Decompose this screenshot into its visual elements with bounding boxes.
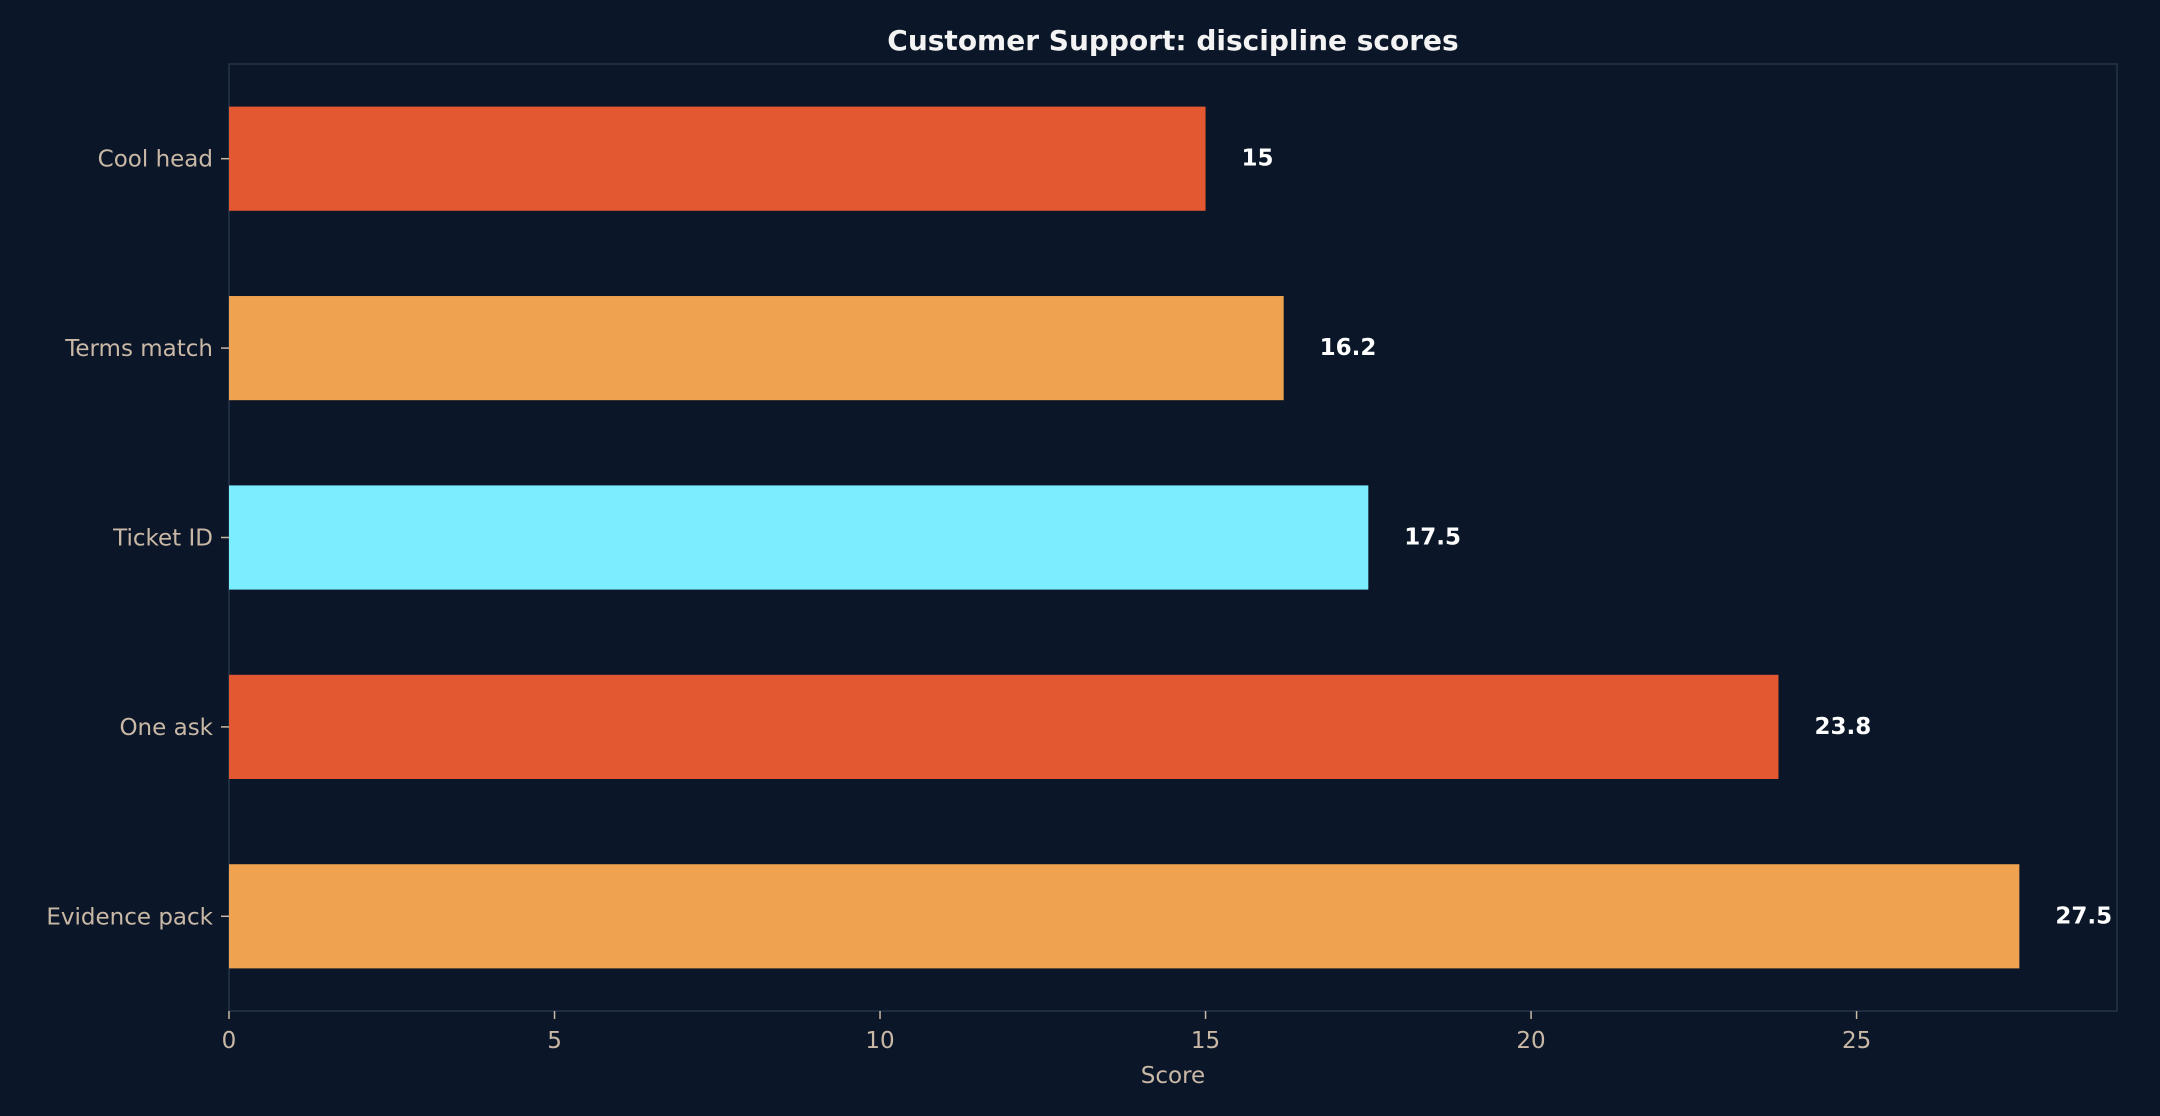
bars-group <box>229 106 2020 969</box>
x-tick-label: 5 <box>547 1028 562 1054</box>
bar-ticket-id <box>229 485 1369 590</box>
category-label: Evidence pack <box>46 904 213 930</box>
x-tick-label: 0 <box>222 1028 237 1054</box>
bar-terms-match <box>229 296 1284 401</box>
bar-cool-head <box>229 106 1206 211</box>
category-label: One ask <box>119 715 213 741</box>
x-tick-label: 25 <box>1842 1028 1871 1054</box>
bar-evidence-pack <box>229 864 2020 969</box>
x-tick-label: 10 <box>865 1028 894 1054</box>
value-label: 27.5 <box>2055 903 2112 929</box>
chart-title: Customer Support: discipline scores <box>887 24 1458 57</box>
bar-one-ask <box>229 674 1779 779</box>
x-tick-label: 15 <box>1191 1028 1220 1054</box>
value-label: 16.2 <box>1320 335 1377 361</box>
value-label: 15 <box>1242 146 1274 172</box>
x-axis: 0 5 10 15 20 25 <box>222 1011 1871 1054</box>
value-labels-group: 15 16.2 17.5 23.8 27.5 <box>1242 146 2113 930</box>
x-tick-label: 20 <box>1516 1028 1545 1054</box>
category-label: Terms match <box>64 336 213 362</box>
category-label: Ticket ID <box>112 526 213 552</box>
x-axis-title: Score <box>1141 1063 1205 1089</box>
y-axis: Cool head Terms match Ticket ID One ask Evid… <box>46 147 229 930</box>
value-label: 23.8 <box>1814 714 1871 740</box>
value-label: 17.5 <box>1404 525 1461 551</box>
category-label: Cool head <box>98 147 213 173</box>
